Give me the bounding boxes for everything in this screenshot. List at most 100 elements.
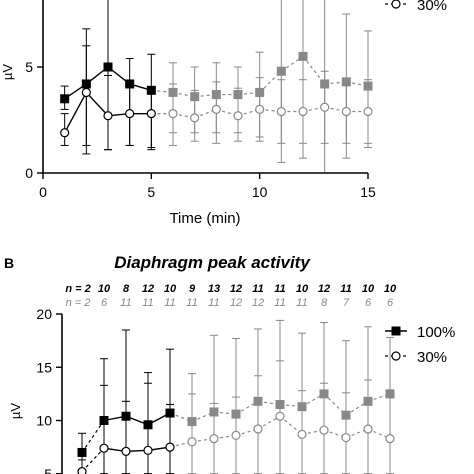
panel-a-series-2-marker [146,109,156,119]
panel-b-y-tick-label: 15 [36,359,52,375]
panel-b-n-value: 11 [274,283,285,295]
panel-b-series-2-marker [341,432,351,443]
panel-a-series-1-line-segment [280,55,304,72]
panel-a-series-2-marker [341,106,351,117]
panel-b-series-1-line-segment [235,400,259,415]
panel-b-legend-marker-1 [391,326,401,336]
panel-a-ticks: 0 5 10 15 0 5 [25,59,376,200]
panel-b-series-2-marker [297,429,307,439]
panel-a-legend-label: 30% [417,0,447,14]
panel-b-y-tick-label: 20 [36,306,52,322]
panel-b-series-2-marker [385,434,395,444]
panel-b-series-2-marker [275,411,285,421]
panel-a-y-tick-label: 5 [25,59,33,75]
panel-b-n-value: 12 [230,283,242,295]
panel-a-series-1-marker [298,51,308,61]
panel-a-series-2-marker [81,87,91,98]
panel-a-series-2-marker [276,106,286,117]
panel-b-series-2-marker [187,437,197,447]
panel-b-series-2-line-segment [279,415,303,435]
panel-a-series-2-marker [103,111,113,121]
panel-a-x-tick-label: 15 [360,184,376,200]
panel-a-series-2-marker [168,109,178,119]
panel-b-n-value: 10 [98,283,111,295]
panel-a-series-2-marker [190,113,200,123]
panel-b-n-value: 8 [321,297,328,309]
panel-b-letter: B [4,255,14,271]
panel-b-n-label: n = 2 [65,283,90,295]
panel-b-n-value: 11 [142,297,153,309]
panel-a-series-2-marker [255,104,265,115]
panel-b-series-2-line-segment [257,415,281,430]
panel-a-x-axis-label: Time (min) [169,210,240,227]
panel-b-n-value: 11 [252,283,263,295]
panel-b-n-value: 12 [230,297,242,309]
panel-b-n-value: 12 [252,297,264,309]
panel-b-n-value: 10 [362,283,375,295]
panel-b-series-2-marker [143,445,153,455]
panel-b-legend: 100% 30% [385,324,455,366]
panel-b-n-value: 11 [340,283,351,295]
panel-b-series-1-line-segment [301,393,325,408]
panel-a-series-2-marker [320,102,330,112]
panel-a-series-2-line-segment [64,92,87,134]
panel-b-ticks: 5 10 15 20 [36,306,62,474]
panel-b-series-2-marker [77,467,87,474]
panel-a-series-2-marker [298,106,308,117]
panel-a-series-1-marker [276,66,286,76]
panel-b-series-2-line-segment [81,447,105,473]
panel-a-x-tick-label: 5 [147,184,155,200]
panel-b-series-1-marker [77,447,87,457]
panel-b-series-2-marker [121,446,131,456]
panel-b-n-value: 9 [189,283,196,295]
panel-b-series-2-marker [319,425,329,435]
panel-b-n-value: 11 [208,297,219,309]
panel-b-n-value: 6 [365,297,372,309]
panel-b-y-tick-label: 10 [36,413,52,429]
panel-b-y-tick-label: 5 [44,466,52,474]
panel-b-n-value: 11 [120,297,131,309]
panel-b-n-value: 6 [101,297,108,309]
panel-b-n-value: 11 [274,297,285,309]
panel-b-series-2-marker [363,424,373,434]
panel-b-n-value: 13 [208,283,220,295]
panel-b-n-value: 11 [164,297,175,309]
panel-b-n-value: 6 [387,297,394,309]
panel-a-legend: 30% [385,0,447,14]
panel-b-series-2-marker [253,424,263,434]
panel-b-legend-label-2: 30% [417,349,447,366]
panel-b-y-axis-label: µV [8,403,23,419]
panel-b-sample-size-rows: n = 2 10 8 12 10 9 13 12 11 11 10 12 11 10 10 n = 2 6 11 1… [65,283,397,309]
panel-a-series-2-marker [363,106,373,117]
panel-b-legend-label-1: 100% [417,324,455,341]
panel-a-series-2-marker [233,111,243,121]
panel-a-y-axis-label: µV [0,64,15,80]
panel-a-legend-marker [391,0,401,9]
panel-b-n-value: 8 [123,283,130,295]
panel-b-n-label: n = 2 [66,297,91,309]
panel-a-series-2-marker [125,109,135,119]
panel-b-n-value: 10 [164,283,177,295]
panel-a-series-2-line-segment [85,91,109,117]
panel-b-n-value: 12 [142,283,154,295]
panel-b-series-2-marker [209,434,219,444]
panel-b-n-value: 10 [384,283,397,295]
panel-a-series-1-marker [103,62,113,72]
panel-b-n-value: 12 [318,283,330,295]
panel-a-plot-area [60,0,373,174]
panel-a-x-tick-label: 0 [39,184,47,200]
panel-b-legend-marker-2 [391,351,401,361]
panel-b-n-value: 11 [186,297,197,309]
panel-a-series-2-marker [60,128,70,138]
panel-b-series-2-marker [231,430,241,441]
panel-b-title: Diaphragm peak activity [114,253,311,272]
panel-b-series-1-line-segment [81,420,105,453]
panel-a-y-tick-label: 0 [25,165,33,181]
panel-b-series-1-line-segment [345,400,369,416]
panel-a: 0 5 10 15 0 5 µV Time (min) 30% [0,0,447,227]
panel-a-series-1-marker [60,94,70,104]
panel-b-series-2-marker [99,443,109,453]
panel-a-series-2-marker [211,104,221,115]
panel-b-series-2-marker [165,442,175,452]
